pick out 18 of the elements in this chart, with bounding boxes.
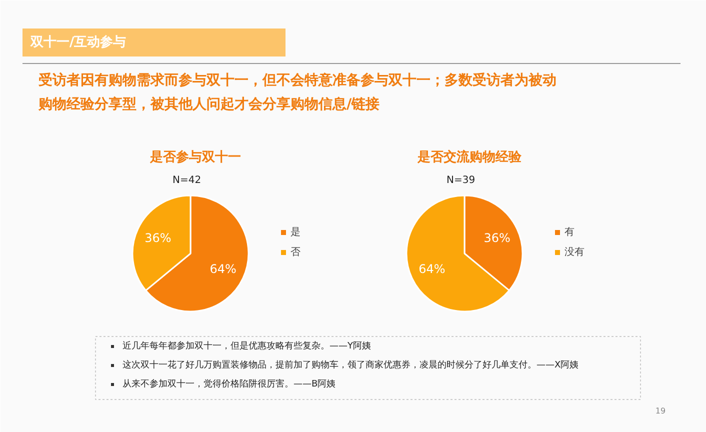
text: 受访者因有购物需求而参与双十一，但不会特意准备参与双十一；多数受访者为被动购物经验分享型，被其他人问起才会分享购物信息/链接 xyxy=(38,72,556,112)
chart-subtitle: N=39 xyxy=(446,175,476,186)
chart-title: 是否参与双十一 xyxy=(149,149,241,165)
legend-label: 没有 xyxy=(564,246,584,258)
data-label: 64% xyxy=(210,262,236,276)
chart-title: 是否交流购物经验 xyxy=(416,149,522,165)
text: 这次双十一花了好几万购置装修物品，提前加了购物车，领了商家优惠券，凌晨的时候分了好几单支付。——X阿姨 xyxy=(122,360,579,370)
legend-label: 否 xyxy=(290,247,300,258)
text: 从来不参加双十一，觉得价格陷阱很厉害。——B阿姨 xyxy=(122,378,336,390)
data-label: 36% xyxy=(484,231,510,246)
chart-subtitle: N=42 xyxy=(172,175,202,186)
text: 近几年每年都参加双十一，但是优惠攻略有些复杂。——Y阿姨 xyxy=(122,340,371,352)
text: 19 xyxy=(655,406,666,416)
data-label: 36% xyxy=(144,231,172,246)
legend-label: 有 xyxy=(564,226,574,238)
text: 双十一/互动参与 xyxy=(30,34,126,50)
legend-label: 是 xyxy=(290,227,300,238)
data-label: 64% xyxy=(418,262,446,276)
